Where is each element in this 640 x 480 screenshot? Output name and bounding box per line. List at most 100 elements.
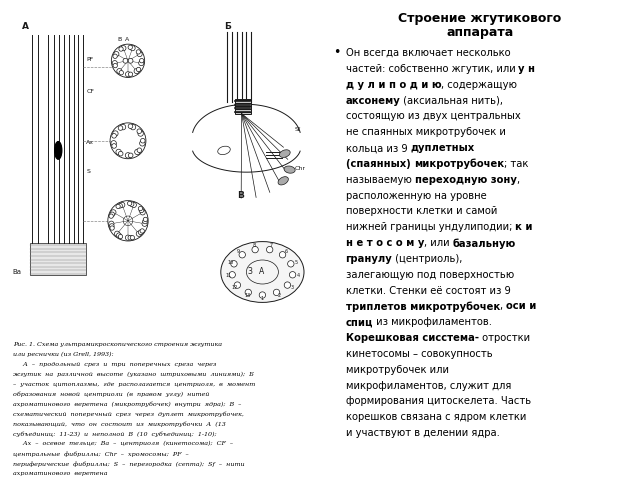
Circle shape [142,221,147,227]
Text: (аксиальная нить),: (аксиальная нить), [401,96,503,106]
Text: Он всегда включает несколько: Он всегда включает несколько [346,48,510,58]
Text: Строение жгутикового: Строение жгутикового [398,12,562,25]
Circle shape [118,204,122,208]
Text: и участвуют в делении ядра.: и участвуют в делении ядра. [346,428,499,438]
Text: микротрубочек: микротрубочек [414,159,504,169]
Circle shape [140,210,145,215]
Text: отростки: отростки [479,333,530,343]
Circle shape [109,224,114,228]
Text: А: А [22,22,29,31]
Circle shape [266,246,273,253]
Text: Ax: Ax [86,140,95,145]
Text: жгутик  на  различной  высоте  (указано  штриховыми  линиями);  Б: жгутик на различной высоте (указано штри… [13,372,253,377]
Text: дуплетных: дуплетных [410,143,475,153]
Text: Ax  –  осевое  тельце;  Ва  –  центриоля  (кинетосома);  CF  –: Ax – осевое тельце; Ва – центриоля (кине… [13,441,233,446]
Circle shape [121,46,126,51]
Circle shape [111,210,116,215]
Text: показывающий,  что  он  состоит  из  микротрубочки  А  (13: показывающий, что он состоит из микротру… [13,421,225,427]
Text: гранулу: гранулу [346,254,392,264]
Text: –  участок  цитоплазмы,  где  располагается  центриоля,  в  момент: – участок цитоплазмы, где располагается … [13,382,255,386]
Circle shape [128,124,132,129]
Text: Б: Б [224,22,231,31]
Circle shape [234,282,241,288]
Circle shape [125,235,131,240]
Circle shape [112,144,116,148]
Text: состоящую из двух центральных: состоящую из двух центральных [346,111,520,121]
Circle shape [259,292,266,298]
Text: 12: 12 [231,285,237,290]
Text: у н: у н [518,64,536,74]
Text: н е т о с о м у: н е т о с о м у [346,238,424,248]
Text: формирования цитоскелета. Часть: формирования цитоскелета. Часть [346,396,531,407]
Circle shape [116,149,122,155]
Circle shape [273,289,280,296]
Circle shape [143,217,148,222]
Circle shape [137,148,141,153]
Circle shape [131,202,136,207]
Circle shape [119,47,124,51]
Text: 10: 10 [227,260,234,264]
Text: переходную зону: переходную зону [415,175,516,185]
Circle shape [119,71,124,75]
Text: периферические  фибриллы;  S  –  перегородка  (септа);  Sf  –  нити: периферические фибриллы; S – перегородка… [13,461,244,467]
Bar [235,99,251,114]
Text: •: • [333,46,340,59]
Text: аппарата: аппарата [446,26,514,39]
Circle shape [118,151,123,156]
Text: А  –  продольный  срез  и  три  поперечных  среза  через: А – продольный срез и три поперечных сре… [13,361,216,367]
Text: называемую: называемую [346,175,415,185]
Text: микротрубочек или: микротрубочек или [346,365,449,375]
Text: расположенную на уровне: расположенную на уровне [346,191,486,201]
Text: S: S [86,169,90,174]
Circle shape [229,272,236,278]
Text: 13: 13 [244,293,250,299]
Text: B: B [118,37,122,42]
Circle shape [110,212,115,217]
Circle shape [115,231,120,236]
Circle shape [252,246,259,253]
Circle shape [116,233,122,238]
Circle shape [114,51,119,57]
Text: ахроматинового  веретена  (микротрубочек)  внутри  ядра);  В  –: ахроматинового веретена (микротрубочек) … [13,401,241,407]
Circle shape [128,45,132,49]
Circle shape [120,202,125,207]
Circle shape [139,60,144,66]
Ellipse shape [278,177,289,185]
Circle shape [231,261,237,267]
Text: схематический  поперечный  срез  через  дуплет  микротрубочек,: схематический поперечный срез через дупл… [13,411,244,417]
Text: к и: к и [515,222,532,232]
Circle shape [129,72,132,76]
Circle shape [120,124,125,130]
Circle shape [134,69,139,73]
Circle shape [108,201,148,241]
Text: микрофиламентов, служит для: микрофиламентов, служит для [346,381,511,391]
Text: З: З [248,267,253,276]
Text: залегающую под поверхностью: залегающую под поверхностью [346,270,514,280]
Text: В: В [237,192,244,201]
Circle shape [130,46,135,51]
Circle shape [112,60,117,66]
Text: д у л и п о д и ю: д у л и п о д и ю [346,80,441,90]
Circle shape [109,221,114,227]
Circle shape [287,261,294,267]
Ellipse shape [221,241,304,302]
Ellipse shape [280,150,290,157]
Text: клетки. Стенки её состоят из 9: клетки. Стенки её состоят из 9 [346,286,511,296]
Text: не спаянных микротрубочек и: не спаянных микротрубочек и [346,127,506,137]
Text: Ва: Ва [13,269,22,275]
Circle shape [110,226,115,230]
Text: образования  новой  центриоли  (в  правом  углу)  нитей: образования новой центриоли (в правом уг… [13,391,209,397]
Circle shape [125,153,131,158]
Circle shape [123,59,128,63]
Text: A: A [259,267,264,276]
Text: кинетосомы – совокупность: кинетосомы – совокупность [346,349,492,359]
Text: ,: , [500,301,506,312]
Text: из микрофиламентов.: из микрофиламентов. [373,317,492,327]
Circle shape [111,141,116,146]
Text: ; так: ; так [504,159,529,169]
Text: или реснички (из Grell, 1993):: или реснички (из Grell, 1993): [13,352,113,357]
Circle shape [109,214,113,218]
Ellipse shape [55,142,62,159]
Text: (спаянных): (спаянных) [346,159,414,169]
Circle shape [118,234,123,239]
